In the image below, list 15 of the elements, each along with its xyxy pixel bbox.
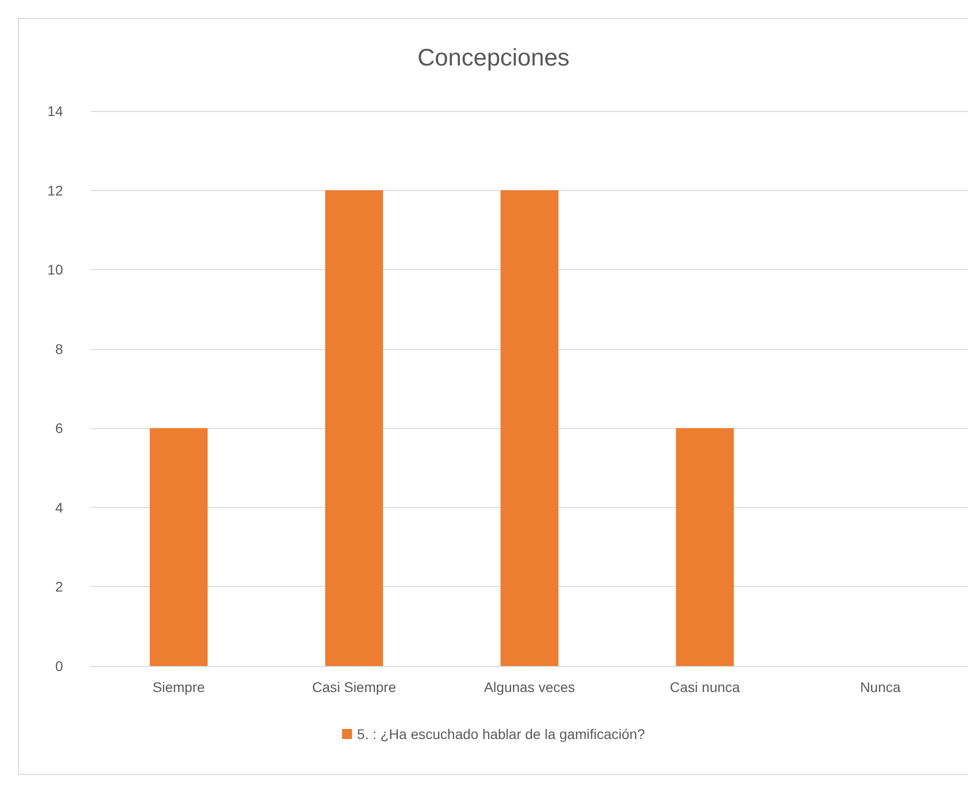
y-tick-label: 4 bbox=[55, 499, 64, 516]
y-tick-label: 14 bbox=[47, 103, 64, 119]
x-tick-label: Casi Siempre bbox=[312, 679, 396, 695]
x-tick-label: Algunas veces bbox=[484, 679, 576, 695]
x-tick-label: Nunca bbox=[860, 679, 901, 695]
x-tick-label: Casi nunca bbox=[670, 679, 740, 695]
y-tick-label: 6 bbox=[55, 420, 64, 436]
chart-title: Concepciones bbox=[417, 44, 570, 72]
legend-label: 5. : ¿Ha escuchado hablar de la gamificación? bbox=[357, 726, 646, 742]
y-tick-label: 0 bbox=[55, 658, 64, 674]
y-tick-label: 8 bbox=[55, 340, 64, 357]
y-tick-label: 12 bbox=[47, 182, 64, 198]
y-tick-label: 2 bbox=[55, 578, 64, 595]
y-tick-label: 10 bbox=[47, 262, 64, 278]
x-tick-label: Siempre bbox=[152, 679, 205, 695]
